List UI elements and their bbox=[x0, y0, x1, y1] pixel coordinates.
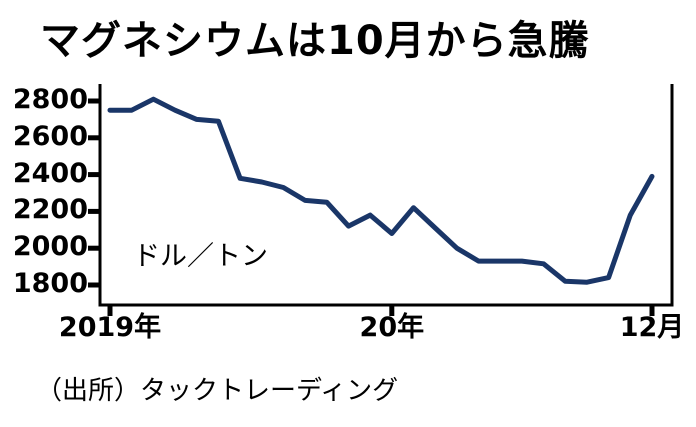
y-tick-label: 2600 bbox=[12, 120, 88, 152]
source-note: （出所）タックトレーディング bbox=[36, 376, 399, 406]
chart-title: マグネシウムは10月から急騰 bbox=[40, 18, 590, 64]
unit-label: ドル／トン bbox=[133, 241, 268, 272]
x-tick-label: 12月 bbox=[619, 312, 685, 343]
axes bbox=[98, 84, 674, 307]
x-tick bbox=[649, 305, 655, 316]
y-tick bbox=[88, 135, 100, 141]
x-tick-label: 20年 bbox=[359, 312, 425, 343]
y-tick bbox=[88, 282, 100, 288]
y-tick bbox=[88, 172, 100, 178]
x-tick bbox=[107, 305, 113, 316]
y-tick bbox=[88, 98, 100, 104]
y-tick-label: 2800 bbox=[12, 84, 88, 115]
x-tick bbox=[389, 305, 395, 316]
y-tick bbox=[88, 245, 100, 251]
y-tick-label: 1800 bbox=[12, 268, 88, 299]
y-tick bbox=[88, 208, 100, 214]
tick-marks bbox=[88, 98, 655, 316]
price-line bbox=[107, 96, 655, 285]
y-tick-label: 2400 bbox=[12, 157, 88, 189]
y-tick-label: 2200 bbox=[12, 194, 88, 226]
y-tick-label: 2000 bbox=[12, 231, 88, 263]
x-tick-label: 2019年 bbox=[58, 312, 162, 343]
